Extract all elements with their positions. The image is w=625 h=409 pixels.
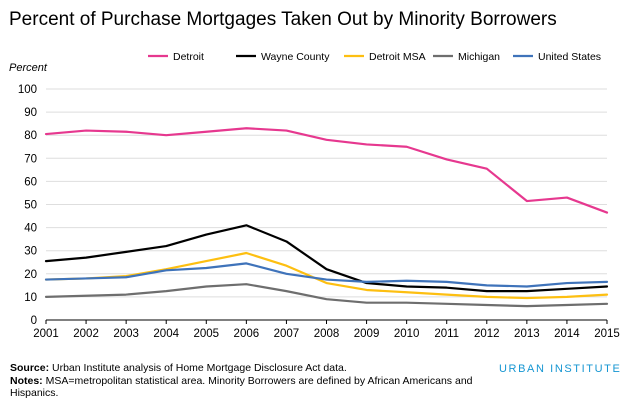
y-tick-label: 30 <box>24 246 37 258</box>
notes-note: Notes: MSA=metropolitan statistical area… <box>10 375 480 400</box>
x-tick-label: 2005 <box>193 328 219 340</box>
brand-logo: URBAN INSTITUTE <box>499 363 622 375</box>
series-line <box>44 251 609 300</box>
y-tick-label: 0 <box>31 315 37 327</box>
y-tick-label: 20 <box>24 269 37 281</box>
series-lines <box>44 127 609 308</box>
series-line <box>44 262 609 288</box>
source-note: Source: Urban Institute analysis of Home… <box>10 362 480 375</box>
x-tick-label: 2009 <box>354 328 380 340</box>
y-axis-label: Percent <box>9 62 48 74</box>
y-tick-label: 60 <box>24 176 37 188</box>
y-tick-label: 50 <box>24 200 37 212</box>
x-tick-label: 2015 <box>594 328 620 340</box>
x-tick-label: 2004 <box>153 328 179 340</box>
y-tick-label: 90 <box>24 107 37 119</box>
y-tick-label: 40 <box>24 223 37 235</box>
y-tick-label: 70 <box>24 153 37 165</box>
series-line <box>44 283 609 308</box>
y-axis-ticks: 0 10 20 30 40 50 60 70 80 90 100 <box>18 84 37 327</box>
source-text: Urban Institute analysis of Home Mortgag… <box>52 362 347 374</box>
legend-entry: United States <box>538 51 601 63</box>
x-tick-label: 2001 <box>33 328 59 340</box>
y-tick-label: 10 <box>24 292 37 304</box>
x-tick-label: 2006 <box>234 328 260 340</box>
x-tick-label: 2007 <box>274 328 300 340</box>
y-tick-label: 100 <box>18 84 37 96</box>
series-line <box>44 224 609 293</box>
x-tick-label: 2002 <box>73 328 99 340</box>
chart-footer: Source: Urban Institute analysis of Home… <box>10 362 480 400</box>
notes-label: Notes: <box>10 374 43 387</box>
x-axis-ticks: 2001 2002 2003 2004 2005 2006 2007 2008 2009 2010… <box>33 320 620 340</box>
x-tick-label: 2003 <box>113 328 139 340</box>
legend-entry: Detroit MSA <box>369 51 426 63</box>
notes-text: MSA=metropolitan statistical area. Minor… <box>10 374 473 400</box>
chart-title: Percent of Purchase Mortgages Taken Out … <box>9 9 557 30</box>
x-tick-label: 2010 <box>394 328 420 340</box>
x-tick-label: 2008 <box>314 328 340 340</box>
legend-entry: Detroit <box>173 51 204 63</box>
x-tick-label: 2014 <box>554 328 580 340</box>
line-chart: Percent of Purchase Mortgages Taken Out … <box>9 9 620 340</box>
x-tick-label: 2011 <box>434 328 459 340</box>
series-line <box>44 127 609 214</box>
x-tick-label: 2012 <box>474 328 500 340</box>
x-tick-label: 2013 <box>514 328 540 340</box>
legend-entry: Wayne County <box>261 51 330 63</box>
y-tick-label: 80 <box>24 130 37 142</box>
legend: Detroit Wayne County Detroit MSA Michigan Un… <box>148 51 601 63</box>
source-label: Source: <box>10 362 50 374</box>
legend-entry: Michigan <box>458 51 500 63</box>
